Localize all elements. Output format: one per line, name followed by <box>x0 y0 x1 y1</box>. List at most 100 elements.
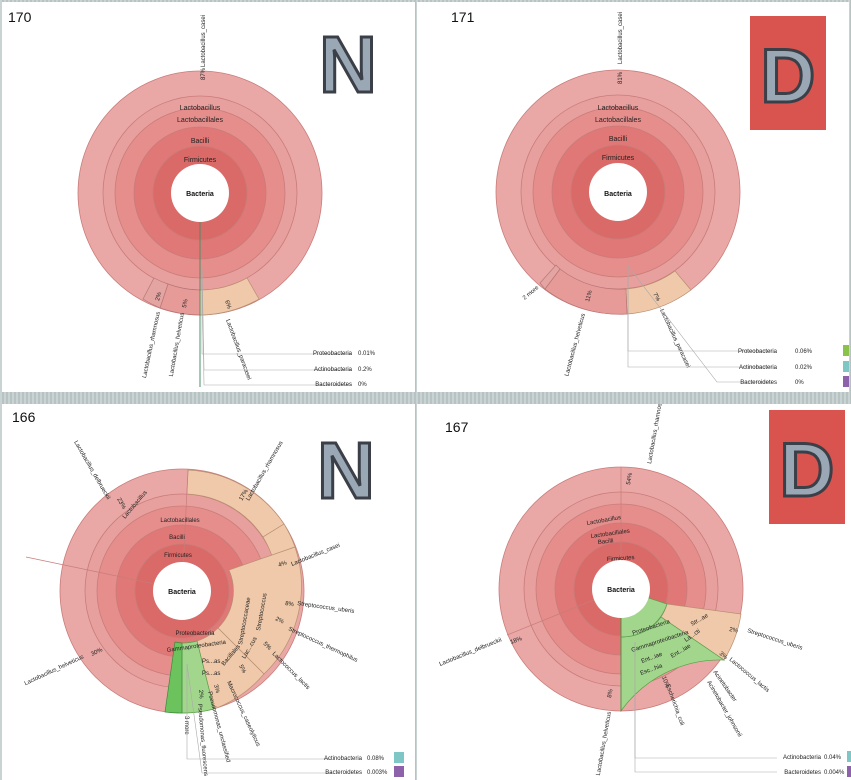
minor-label-actinobacteria: Actinobacteria <box>783 755 822 761</box>
seg-pct-rhamnosus: 2% <box>155 291 163 302</box>
seg-pct-helveticus: 30% <box>90 647 104 658</box>
krona-chart-171: Lactobacillus Lactobacillales Bacilli Fi… <box>495 12 849 387</box>
seg-label-2more: 2 more <box>522 285 541 302</box>
seg-label-fluorescens: Pseudomonas_fluorescens <box>196 704 208 777</box>
segment-paracasei <box>199 277 260 316</box>
minor-label-actinobacteria: Actinobacteria <box>739 365 778 371</box>
ring-label-lactobacillales: Lactobacillales <box>160 518 199 524</box>
seg-label-casei: Lactobacillus_casei <box>201 15 207 67</box>
panel-167: 167 Lactobacillus Lactobacillales Bacill… <box>417 404 851 780</box>
badge-d: D <box>759 33 817 121</box>
seg-label-rhamnosus: Lactobacillus_rhamnosus <box>647 404 665 464</box>
minor-value-actinobacteria: 0.08% <box>367 756 385 762</box>
seg-label-3more: 3 more <box>183 716 189 735</box>
panel-170: 170 Lactobacillus Lactobacillales Bacill… <box>2 2 415 392</box>
ring-label-lactobacillales: Lactobacillales <box>595 117 641 124</box>
minor-value-actinobacteria: 0.2% <box>358 367 372 373</box>
seg-label-uberis: Streptococcus_uberis <box>297 601 355 615</box>
krona-chart-170: Lactobacillus Lactobacillales Bacilli Fi… <box>77 15 376 388</box>
seg-label-delbrueckii: Lactobacillus_delbrueckii <box>439 637 503 668</box>
minor-value-bacteroidetes: 0.003% <box>367 770 388 776</box>
ring-label-bacilli: Bacilli <box>191 138 210 145</box>
seg-pct-helveticus: 11% <box>585 289 594 302</box>
seg-pct-lactis: 5% <box>262 641 273 652</box>
badge-letter: D <box>780 428 835 513</box>
panel-number: 170 <box>8 9 32 25</box>
seg-label-rhamnosus: Lactobacillus_rhamnosus <box>142 311 162 378</box>
minor-label-bacteroidetes: Bacteroidetes <box>740 380 777 386</box>
seg-label-paracasei: Lactobacillus_paracasei <box>224 319 252 381</box>
seg-pct-casei: 81% <box>618 71 624 84</box>
badge-letter: N <box>318 426 374 508</box>
inner-label-ps1: Ps...as <box>202 659 220 665</box>
center-label: Bacteria <box>168 589 196 596</box>
ring-label-bacilli: Bacilli <box>598 538 614 546</box>
seg-pct-helveticus: 8% <box>607 688 615 698</box>
badge-d-box <box>769 410 845 524</box>
panel-number: 171 <box>451 9 475 25</box>
ring-label-lactobacillus: Lactobacillus <box>180 105 221 112</box>
minor-label-proteobacteria: Proteobacteria <box>738 349 778 355</box>
inner-label-proteobacteria: Proteobacteria <box>175 631 215 637</box>
badge-d-box <box>750 16 826 130</box>
seg-label-delbrueckii: Lactobacillus_delbrueckii <box>72 440 111 501</box>
seg-label-rhamnosus: Lactobacillus_rhamnosus <box>246 440 285 502</box>
seg-pct-uberis: 2% <box>729 627 739 635</box>
ring-label-bacilli: Bacilli <box>169 535 185 541</box>
seg-pct-fluorescens: 2% <box>197 690 204 700</box>
minor-value-proteobacteria: 0.06% <box>795 349 813 355</box>
segment-rhamnosus <box>142 277 169 309</box>
seg-label-lactis: Lactococcus_lactis <box>728 657 770 694</box>
ring-label-lactobacillus: Lactobacillus <box>598 105 639 112</box>
seg-label-uberis: Streptococcus_uberis <box>746 628 803 652</box>
minor-label-proteobacteria: Proteobacteria <box>313 351 353 357</box>
center-label: Bacteria <box>186 191 214 198</box>
panel-number: 166 <box>12 409 36 425</box>
badge-letter: D <box>761 34 816 119</box>
seg-pct-delbrueckii: 23% <box>115 497 127 511</box>
legend-swatch-actinobacteria <box>394 752 404 763</box>
legend-swatch-bacteroidetes <box>843 376 849 387</box>
segment-2more <box>539 264 561 290</box>
panel-166: 166 Lactobacillus Lactobacillales Bacill… <box>2 404 415 780</box>
seg-pct-coli: 10% <box>660 676 670 690</box>
segment-paracasei <box>625 270 692 315</box>
seg-pct-paracasei: 7% <box>651 292 661 303</box>
seg-pct-uberis: 8% <box>285 601 295 608</box>
ring-label-lactobacillales: Lactobacillales <box>177 117 223 124</box>
minor-value-bacteroidetes: 0% <box>795 380 804 386</box>
rings <box>77 70 323 316</box>
seg-label-helveticus: Lactobacillus_helveticus <box>564 313 587 377</box>
ring-label-lactobacillus: Lactobacillus <box>586 515 621 527</box>
seg-pct-lactis: 3% <box>718 651 729 662</box>
center-label: Bacteria <box>607 587 635 594</box>
panel-number: 167 <box>445 419 469 435</box>
legend-swatch-actinobacteria <box>847 751 851 762</box>
minor-label-bacteroidetes: Bacteroidetes <box>315 382 352 388</box>
seg-label-helveticus: Lactobacillus_helveticus <box>596 711 613 776</box>
inner-label-ps2: Ps...as <box>202 671 220 677</box>
legend-swatch-bacteroidetes <box>847 766 851 777</box>
ring-label-lactobacillales: Lactobacillales <box>590 529 630 540</box>
legend-swatch-proteobacteria <box>843 345 849 356</box>
seg-pct-helveticus: 5% <box>182 298 190 308</box>
krona-chart-167: Lactobacillus Lactobacillales Bacilli Fi… <box>439 404 851 777</box>
panel-171: 171 Lactobacillus Lactobacillales Bacill… <box>417 2 849 392</box>
krona-chart-166: Lactobacillus Lactobacillales Bacilli Fi… <box>24 440 404 777</box>
seg-label-casei: Lactobacillus_casei <box>618 12 624 64</box>
badge-n: N <box>320 20 376 102</box>
minor-label-bacteroidetes: Bacteroidetes <box>325 770 362 776</box>
seg-pct-paracasei: 6% <box>223 300 232 311</box>
ring-label-firmicutes: Firmicutes <box>602 155 635 162</box>
seg-pct-casei: 4% <box>278 560 289 569</box>
seg-pct-casei: 87% <box>201 67 207 80</box>
legend-swatch-actinobacteria <box>843 361 849 372</box>
badge-letter: N <box>320 20 376 102</box>
seg-label-helveticus: Lactobacillus_helveticus <box>24 654 85 687</box>
seg-pct-unclassified: 3% <box>212 684 220 695</box>
rings <box>495 69 741 315</box>
seg-pct-rhamnosus: 17% <box>239 488 251 502</box>
seg-pct-delbrueckii: 18% <box>510 636 524 646</box>
legend-swatch-bacteroidetes <box>394 766 404 777</box>
seg-label-paracasei: Lactobacillus_paracasei <box>658 308 691 369</box>
